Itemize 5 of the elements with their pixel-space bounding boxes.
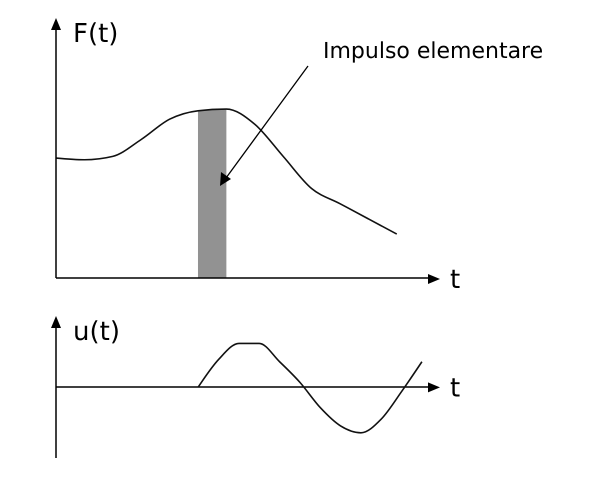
text: Impulso elementare — [323, 39, 544, 64]
x-axis-title: t — [450, 265, 460, 295]
y-axis-title: F(t) — [73, 19, 118, 49]
y-axis-title: u(t) — [73, 317, 120, 347]
x-axis-title: t — [450, 373, 460, 404]
